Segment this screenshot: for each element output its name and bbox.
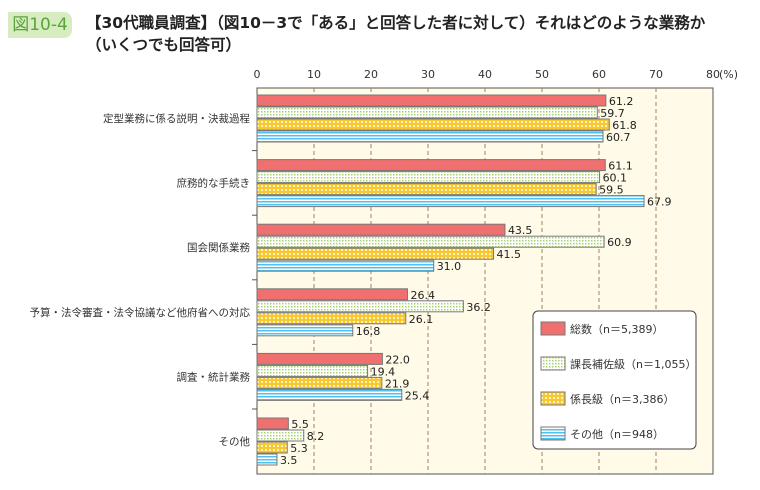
bar	[256, 247, 495, 260]
bar	[256, 352, 383, 365]
data-label: 31.0	[437, 260, 462, 273]
data-label: 21.9	[385, 377, 410, 390]
category-label: 予算・法令審査・法令協議など他府省への対応	[30, 306, 251, 319]
bar	[256, 223, 506, 236]
bar	[256, 235, 605, 248]
bar	[256, 118, 610, 131]
category-label: その他	[219, 435, 251, 448]
x-tick-label: 80	[706, 68, 720, 81]
data-label: 59.5	[599, 184, 624, 197]
bar	[256, 441, 288, 454]
data-label: 5.5	[291, 418, 309, 431]
title-line-1: 【30代職員調査】（図10－3で「ある」と回答した者に対して）それはどのような業…	[86, 14, 706, 32]
legend-label: その他（n＝948）	[570, 428, 664, 441]
bar	[256, 300, 464, 313]
data-label: 61.1	[608, 160, 633, 173]
bar	[256, 94, 607, 107]
x-tick-label: 70	[649, 68, 663, 81]
data-label: 60.1	[603, 172, 628, 185]
data-label: 22.0	[385, 353, 410, 366]
category-label: 定型業務に係る説明・決裁過程	[103, 112, 250, 125]
chart-title: 【30代職員調査】（図10－3で「ある」と回答した者に対して）それはどのような業…	[86, 12, 756, 56]
legend-swatch	[540, 426, 566, 441]
data-label: 61.8	[612, 119, 637, 132]
data-label: 5.3	[290, 442, 308, 455]
bar	[256, 106, 598, 119]
bar	[256, 453, 278, 466]
data-label: 43.5	[508, 224, 533, 237]
bar	[256, 171, 601, 184]
bar	[256, 159, 606, 172]
legend-swatch	[540, 321, 566, 336]
bar	[256, 417, 289, 430]
bar	[256, 130, 604, 143]
figure-label: 図10-4	[8, 12, 72, 38]
data-label: 59.7	[600, 107, 625, 120]
legend-label: 総数（n＝5,389）	[570, 322, 663, 336]
title-line-2: （いくつでも回答可）	[86, 36, 242, 54]
data-label: 26.1	[409, 313, 434, 326]
data-label: 16.8	[356, 325, 381, 338]
x-tick-label: 60	[592, 68, 606, 81]
data-label: 41.5	[497, 248, 522, 261]
x-tick-label: 20	[364, 68, 378, 81]
category-label: 国会関係業務	[187, 241, 250, 254]
bar	[256, 364, 369, 377]
category-label: 庶務的な手続き	[177, 177, 251, 190]
bar	[256, 388, 403, 401]
data-label: 61.2	[609, 95, 634, 108]
data-label: 60.7	[606, 131, 631, 144]
data-label: 67.9	[647, 196, 672, 209]
legend-label: 課長補佐級（n＝1,055）	[570, 357, 696, 371]
bar	[256, 429, 305, 442]
data-label: 25.4	[405, 389, 430, 402]
legend-label: 係長級（n＝3,386）	[570, 393, 674, 406]
bar	[256, 259, 435, 272]
bar	[256, 183, 597, 196]
legend-swatch	[540, 356, 566, 371]
bar	[256, 288, 408, 301]
bar	[256, 324, 354, 337]
category-label: 調査・統計業務	[177, 370, 251, 383]
bar	[256, 376, 383, 389]
x-unit-label: (%)	[719, 68, 738, 81]
bar	[256, 312, 407, 325]
legend-swatch	[540, 391, 566, 406]
bar	[256, 195, 645, 208]
x-tick-label: 10	[307, 68, 321, 81]
data-label: 36.2	[466, 301, 491, 314]
x-tick-label: 40	[478, 68, 492, 81]
data-label: 26.4	[410, 289, 435, 302]
data-label: 19.4	[371, 365, 396, 378]
x-tick-label: 30	[421, 68, 435, 81]
data-label: 8.2	[307, 430, 325, 443]
data-label: 3.5	[280, 454, 298, 467]
data-label: 60.9	[607, 236, 632, 249]
x-tick-label: 50	[535, 68, 549, 81]
legend-box	[532, 310, 697, 450]
x-tick-label: 0	[254, 68, 261, 81]
